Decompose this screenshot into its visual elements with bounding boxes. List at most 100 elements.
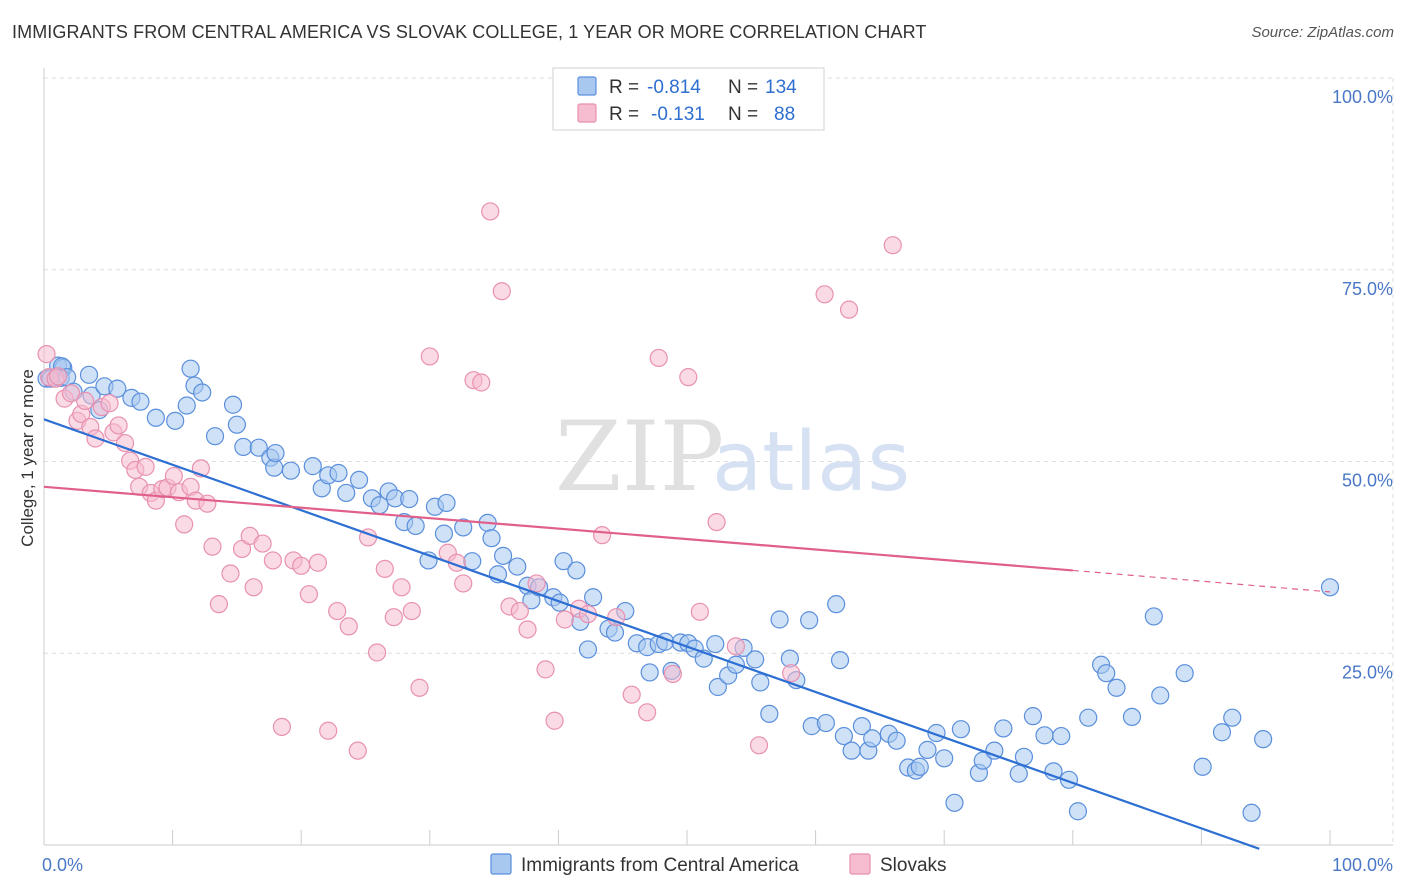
slovaks-point bbox=[209, 595, 228, 614]
slovaks-point bbox=[198, 494, 217, 513]
slovaks-point bbox=[839, 300, 859, 319]
slovaks-point bbox=[109, 416, 128, 435]
slovaks-point bbox=[203, 537, 222, 556]
legend-swatch-pink bbox=[577, 103, 597, 123]
slovaks-point bbox=[164, 466, 183, 486]
central-america-point bbox=[1068, 802, 1088, 821]
slovaks-point bbox=[815, 285, 834, 304]
legend-r-value-blue: -0.814 bbox=[647, 77, 701, 98]
slovaks-point bbox=[348, 741, 367, 760]
x-tick-label: 0.0% bbox=[42, 855, 83, 875]
central-america-point bbox=[1144, 607, 1163, 626]
x-tick-labels: 0.0% 100.0% bbox=[42, 855, 1393, 875]
central-america-point bbox=[1009, 764, 1028, 783]
central-america-point bbox=[482, 529, 501, 548]
central-america-point bbox=[181, 359, 200, 378]
bottom-legend-label-blue: Immigrants from Central America bbox=[521, 855, 799, 876]
central-america-point bbox=[227, 415, 246, 434]
slovaks-point bbox=[263, 551, 283, 570]
central-america-point bbox=[887, 731, 906, 750]
central-america-point bbox=[1052, 726, 1071, 746]
legend-swatch-blue bbox=[577, 76, 597, 96]
central-america-point bbox=[177, 396, 196, 415]
slovaks-point bbox=[679, 368, 698, 387]
central-america-point bbox=[770, 610, 789, 629]
slovaks-point bbox=[308, 553, 328, 572]
legend-n-label-blue: N = bbox=[728, 77, 758, 98]
slovaks-point bbox=[690, 602, 709, 621]
watermark-atlas: atlas bbox=[712, 415, 910, 510]
central-america-point bbox=[830, 651, 850, 670]
central-america-point bbox=[1122, 707, 1142, 727]
slovaks-point bbox=[272, 717, 292, 736]
slovaks-point bbox=[61, 384, 81, 403]
central-america-point bbox=[434, 524, 454, 543]
central-america-point bbox=[951, 720, 971, 739]
central-america-point bbox=[337, 483, 356, 503]
central-america-point bbox=[108, 379, 127, 398]
central-america-point bbox=[329, 463, 348, 483]
slovaks-point bbox=[607, 608, 626, 627]
central-america-point bbox=[146, 408, 165, 427]
central-america-point bbox=[281, 461, 301, 480]
central-america-point bbox=[508, 557, 527, 576]
central-america-point bbox=[760, 704, 779, 723]
central-america-point bbox=[1107, 678, 1126, 697]
slovaks-point bbox=[375, 559, 394, 578]
central-america-point bbox=[1079, 708, 1098, 727]
central-america-point bbox=[863, 729, 882, 748]
central-america-point bbox=[935, 749, 954, 768]
central-america-point bbox=[400, 489, 419, 509]
slovaks-point bbox=[593, 526, 612, 545]
slovaks-point bbox=[883, 236, 902, 255]
central-america-point bbox=[834, 726, 853, 746]
y-axis-title: College, 1 year or more bbox=[18, 369, 37, 547]
central-america-point bbox=[463, 552, 482, 571]
central-america-point bbox=[79, 365, 99, 384]
slovaks-point bbox=[545, 711, 564, 730]
slovaks-point bbox=[749, 736, 769, 755]
trend-lines bbox=[43, 418, 1331, 850]
central-america-point bbox=[454, 518, 473, 537]
slovaks-point bbox=[420, 347, 439, 366]
axes bbox=[43, 68, 1393, 846]
central-america-point bbox=[1212, 723, 1232, 742]
y-tick-labels: 100.0% 75.0% 50.0% 25.0% bbox=[1332, 87, 1393, 682]
x-tick-label: 100.0% bbox=[1332, 855, 1393, 875]
bottom-legend: Immigrants from Central America Slovaks bbox=[490, 853, 947, 876]
central-america-point bbox=[605, 623, 625, 642]
slovaks-point bbox=[527, 574, 546, 593]
central-america-point bbox=[1320, 578, 1340, 597]
slovaks-point bbox=[454, 574, 473, 593]
central-america-point bbox=[554, 552, 573, 571]
bottom-legend-label-pink: Slovaks bbox=[880, 855, 947, 876]
central-america-point bbox=[494, 546, 513, 565]
slovaks-point bbox=[221, 564, 240, 583]
central-america-point bbox=[1254, 730, 1273, 749]
central-america-point bbox=[910, 757, 929, 776]
central-america-point bbox=[852, 717, 871, 736]
y-tick-label: 75.0% bbox=[1342, 279, 1393, 299]
central-america-point bbox=[166, 411, 185, 430]
central-america-point bbox=[985, 741, 1004, 760]
central-america-point bbox=[706, 634, 725, 654]
central-america-point bbox=[994, 719, 1013, 738]
slovaks-point bbox=[638, 703, 657, 722]
legend-r-label-pink: R = bbox=[609, 104, 639, 125]
central-america-point bbox=[193, 383, 212, 402]
legend-n-value-blue: 134 bbox=[765, 77, 797, 98]
central-america-point bbox=[567, 561, 586, 580]
slovaks-point bbox=[726, 637, 745, 656]
central-america-point bbox=[131, 392, 150, 411]
slovaks-point bbox=[410, 678, 429, 697]
central-america-point bbox=[1023, 707, 1043, 726]
y-tick-label: 25.0% bbox=[1342, 662, 1393, 682]
slovaks-point bbox=[253, 534, 272, 553]
slovaks-point bbox=[244, 578, 263, 597]
legend-n-value-pink: 88 bbox=[774, 104, 795, 125]
central-america-point bbox=[800, 611, 819, 630]
slovaks-point bbox=[510, 601, 529, 621]
slovaks-point bbox=[37, 345, 56, 364]
central-america-point bbox=[223, 395, 243, 414]
